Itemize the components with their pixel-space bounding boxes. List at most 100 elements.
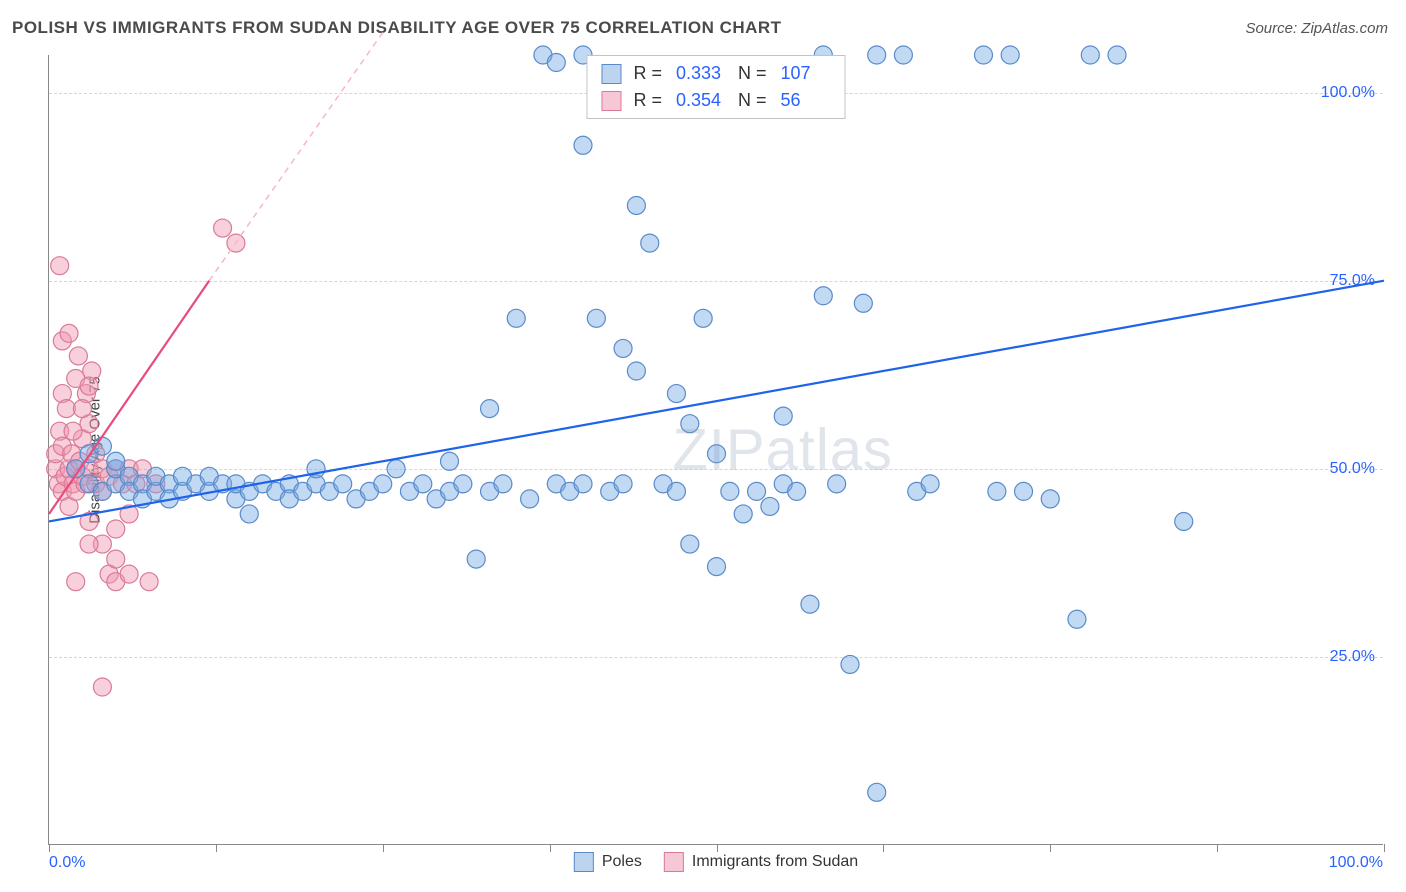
legend-bottom: Poles Immigrants from Sudan	[574, 852, 858, 872]
scatter-point	[667, 482, 685, 500]
scatter-point	[414, 475, 432, 493]
scatter-point	[988, 482, 1006, 500]
legend-swatch	[664, 852, 684, 872]
xtick	[49, 844, 50, 852]
scatter-point	[240, 505, 258, 523]
scatter-point	[1068, 610, 1086, 628]
scatter-point	[521, 490, 539, 508]
scatter-point	[80, 535, 98, 553]
scatter-point	[120, 565, 138, 583]
scatter-point	[60, 324, 78, 342]
xtick	[717, 844, 718, 852]
scatter-point	[57, 400, 75, 418]
scatter-point	[894, 46, 912, 64]
scatter-point	[507, 309, 525, 327]
scatter-point	[761, 497, 779, 515]
scatter-point	[107, 550, 125, 568]
scatter-point	[721, 482, 739, 500]
x-axis-min-label: 0.0%	[49, 854, 85, 872]
scatter-point	[774, 407, 792, 425]
xtick	[883, 844, 884, 852]
scatter-point	[1015, 482, 1033, 500]
scatter-point	[481, 400, 499, 418]
scatter-point	[694, 309, 712, 327]
xtick	[1050, 844, 1051, 852]
scatter-point	[64, 422, 82, 440]
trend-line	[49, 281, 1384, 522]
scatter-point	[1175, 512, 1193, 530]
scatter-point	[574, 136, 592, 154]
scatter-point	[454, 475, 472, 493]
scatter-point	[1108, 46, 1126, 64]
stat-r-label: R =	[633, 87, 662, 114]
stat-r-label: R =	[633, 60, 662, 87]
scatter-point	[1081, 46, 1099, 64]
scatter-point	[547, 54, 565, 72]
scatter-point	[681, 415, 699, 433]
trend-line-extension	[209, 32, 383, 280]
scatter-point	[975, 46, 993, 64]
scatter-point	[814, 287, 832, 305]
swatch-poles	[601, 64, 621, 84]
scatter-point	[441, 452, 459, 470]
scatter-point	[681, 535, 699, 553]
scatter-point	[494, 475, 512, 493]
scatter-point	[748, 482, 766, 500]
scatter-point	[387, 460, 405, 478]
stats-row-poles: R = 0.333 N = 107	[601, 60, 830, 87]
scatter-point	[107, 452, 125, 470]
scatter-point	[828, 475, 846, 493]
scatter-point	[467, 550, 485, 568]
legend-item: Poles	[574, 852, 642, 872]
legend-swatch	[574, 852, 594, 872]
scatter-point	[854, 294, 872, 312]
x-axis-max-label: 100.0%	[1329, 854, 1383, 872]
stat-n-value-poles: 107	[781, 60, 831, 87]
scatter-point	[667, 385, 685, 403]
swatch-sudan	[601, 91, 621, 111]
scatter-point	[641, 234, 659, 252]
scatter-point	[214, 219, 232, 237]
xtick	[216, 844, 217, 852]
scatter-point	[67, 573, 85, 591]
xtick	[1384, 844, 1385, 852]
scatter-point	[708, 445, 726, 463]
xtick	[550, 844, 551, 852]
stats-legend: R = 0.333 N = 107 R = 0.354 N = 56	[586, 55, 845, 119]
xtick	[1217, 844, 1218, 852]
chart-title: POLISH VS IMMIGRANTS FROM SUDAN DISABILI…	[12, 18, 782, 38]
scatter-point	[921, 475, 939, 493]
stat-r-value-poles: 0.333	[676, 60, 726, 87]
scatter-point	[374, 475, 392, 493]
scatter-point	[627, 362, 645, 380]
scatter-point	[1001, 46, 1019, 64]
chart-source: Source: ZipAtlas.com	[1245, 20, 1388, 37]
plot-area: Disability Age Over 75 25.0%50.0%75.0%10…	[48, 55, 1383, 845]
legend-label: Immigrants from Sudan	[692, 853, 858, 871]
scatter-point	[841, 655, 859, 673]
legend-label: Poles	[602, 853, 642, 871]
scatter-point	[140, 573, 158, 591]
stat-r-value-sudan: 0.354	[676, 87, 726, 114]
legend-item: Immigrants from Sudan	[664, 852, 858, 872]
stats-row-sudan: R = 0.354 N = 56	[601, 87, 830, 114]
scatter-point	[614, 339, 632, 357]
scatter-svg	[49, 55, 1383, 844]
scatter-point	[73, 400, 91, 418]
scatter-point	[334, 475, 352, 493]
scatter-point	[868, 783, 886, 801]
scatter-point	[587, 309, 605, 327]
stat-n-label: N =	[738, 87, 767, 114]
scatter-point	[614, 475, 632, 493]
scatter-point	[51, 257, 69, 275]
scatter-point	[107, 520, 125, 538]
scatter-point	[574, 475, 592, 493]
stat-n-value-sudan: 56	[781, 87, 831, 114]
scatter-point	[80, 377, 98, 395]
scatter-point	[868, 46, 886, 64]
scatter-point	[69, 347, 87, 365]
xtick	[383, 844, 384, 852]
stat-n-label: N =	[738, 60, 767, 87]
scatter-point	[1041, 490, 1059, 508]
scatter-point	[801, 595, 819, 613]
